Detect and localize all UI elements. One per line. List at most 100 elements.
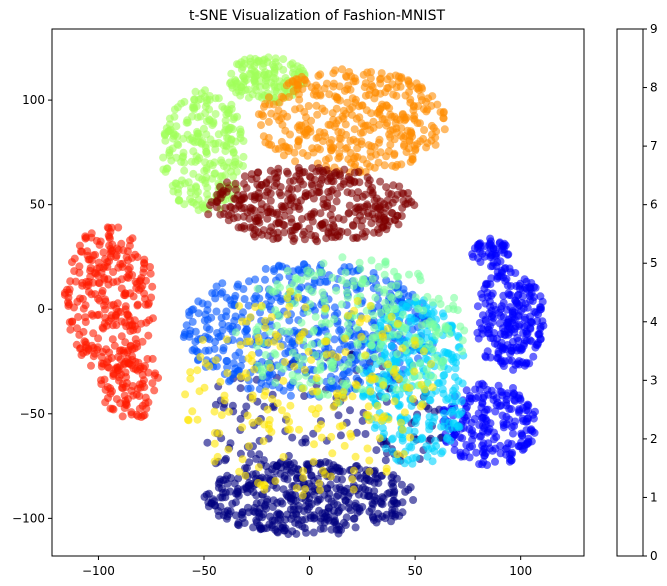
scatter-point (349, 514, 358, 523)
colorbar-tick-label: 6 (650, 198, 658, 212)
scatter-point (239, 152, 248, 161)
scatter-point (294, 293, 303, 302)
scatter-point (121, 291, 130, 300)
scatter-point (109, 370, 118, 379)
scatter-point (200, 492, 209, 501)
colorbar-tick-label: 4 (650, 315, 658, 329)
scatter-point (261, 264, 270, 273)
scatter-point (247, 351, 256, 359)
scatter-point (376, 75, 384, 84)
scatter-point (200, 316, 209, 325)
scatter-point (133, 342, 142, 351)
scatter-point (525, 292, 534, 301)
scatter-point (287, 185, 296, 194)
scatter-point (531, 283, 540, 292)
scatter-point (308, 405, 316, 414)
scatter-point (188, 407, 197, 416)
scatter-point (300, 392, 309, 400)
scatter-point (75, 262, 84, 271)
scatter-point (73, 324, 81, 333)
scatter-point (98, 323, 107, 332)
scatter-point (491, 457, 499, 466)
scatter-point (450, 446, 459, 455)
scatter-point (95, 296, 104, 305)
scatter-point (397, 74, 406, 83)
scatter-point (440, 125, 449, 134)
scatter-point (279, 327, 288, 335)
scatter-point (495, 308, 504, 317)
scatter-point (428, 457, 437, 466)
scatter-point (363, 314, 371, 323)
scatter-point (124, 346, 133, 355)
scatter-point (160, 129, 169, 138)
scatter-point (185, 330, 194, 338)
scatter-point (375, 135, 384, 144)
scatter-point (385, 488, 394, 497)
scatter-point (394, 330, 402, 339)
scatter-point (361, 430, 370, 438)
scatter-point (295, 425, 303, 434)
scatter-point (374, 479, 383, 487)
scatter-point (294, 222, 303, 230)
scatter-point (439, 114, 448, 123)
scatter-point (507, 346, 516, 355)
scatter-point (429, 320, 438, 329)
scatter-point (355, 365, 364, 374)
scatter-point (287, 214, 296, 223)
scatter-point (460, 326, 469, 335)
scatter-point (524, 401, 533, 410)
scatter-point (351, 523, 360, 532)
scatter-point (291, 273, 300, 282)
scatter-point (259, 456, 268, 465)
scatter-point (316, 91, 325, 100)
scatter-point (187, 157, 196, 166)
scatter-point (300, 365, 309, 374)
scatter-point (500, 248, 508, 257)
scatter-point (529, 352, 538, 361)
scatter-point (486, 353, 495, 362)
scatter-point (270, 68, 279, 77)
scatter-point (215, 429, 224, 438)
scatter-point (314, 133, 323, 142)
colorbar-ticks: 0 1 2 3 4 5 6 7 8 9 (643, 22, 658, 563)
scatter-point (376, 357, 385, 366)
scatter-point (478, 460, 487, 469)
scatter-point (216, 194, 225, 202)
scatter-point (227, 209, 236, 218)
x-axis: −100 −50 0 50 100 (82, 556, 532, 578)
scatter-point (235, 348, 244, 357)
scatter-point (174, 189, 183, 197)
scatter-point (263, 497, 271, 506)
colorbar-tick-label: 1 (650, 490, 658, 504)
scatter-point (494, 381, 503, 390)
scatter-point (220, 210, 229, 218)
scatter-point (332, 168, 341, 177)
x-tick-label: −100 (82, 564, 115, 578)
scatter-point (237, 223, 246, 232)
scatter-point (214, 130, 223, 139)
scatter-point (480, 408, 489, 417)
scatter-point (271, 145, 280, 154)
scatter-point (233, 520, 242, 529)
scatter-point (283, 267, 292, 275)
scatter-point (514, 290, 523, 299)
scatter-point (94, 278, 103, 287)
scatter-point (316, 365, 325, 374)
scatter-point (390, 112, 399, 121)
scatter-point (374, 158, 383, 167)
scatter-point (324, 390, 332, 399)
scatter-point (189, 137, 197, 145)
scatter-point (303, 266, 312, 275)
scatter-point (125, 263, 134, 272)
scatter-point (512, 282, 521, 290)
scatter-point (526, 318, 535, 327)
scatter-point (327, 497, 336, 506)
scatter-point (372, 413, 381, 422)
scatter-point (349, 221, 358, 230)
scatter-point (324, 120, 333, 129)
scatter-point (251, 275, 260, 284)
scatter-point (381, 444, 390, 453)
scatter-point (375, 434, 384, 443)
scatter-point (262, 474, 271, 483)
scatter-point (463, 411, 472, 420)
